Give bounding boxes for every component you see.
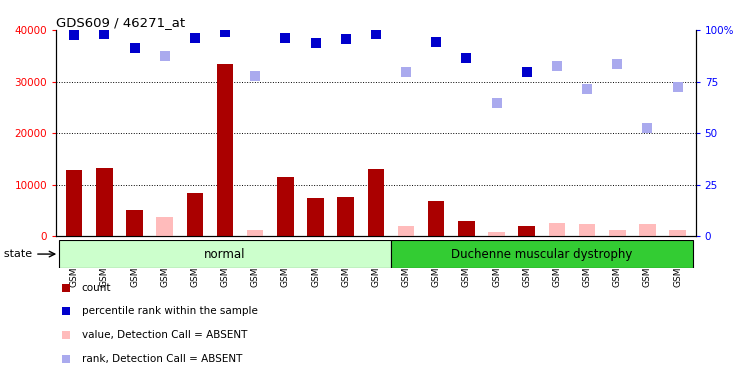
Point	[581, 86, 593, 92]
Bar	[367, 169, 384, 236]
Point	[129, 45, 141, 51]
Point	[460, 56, 472, 62]
Point	[159, 53, 171, 59]
Bar	[59, 240, 391, 268]
Point	[400, 69, 412, 75]
Point	[60, 356, 72, 362]
Text: percentile rank within the sample: percentile rank within the sample	[82, 306, 257, 316]
Text: rank, Detection Call = ABSENT: rank, Detection Call = ABSENT	[82, 354, 242, 364]
Bar	[639, 224, 656, 236]
Point	[219, 29, 231, 35]
Point	[370, 31, 381, 37]
Bar	[217, 63, 233, 236]
Bar	[96, 168, 113, 236]
Bar	[398, 226, 414, 236]
Point	[60, 285, 72, 291]
Point	[551, 63, 562, 69]
Bar	[518, 226, 535, 236]
Point	[430, 39, 442, 45]
Bar	[391, 240, 693, 268]
Point	[340, 36, 352, 42]
Point	[611, 60, 623, 66]
Bar	[156, 217, 173, 236]
Bar	[579, 224, 595, 236]
Point	[249, 74, 261, 80]
Point	[521, 69, 533, 75]
Bar	[428, 201, 444, 236]
Text: normal: normal	[204, 248, 246, 261]
Text: count: count	[82, 283, 111, 292]
Text: GDS609 / 46271_at: GDS609 / 46271_at	[56, 16, 186, 29]
Point	[672, 84, 684, 90]
Text: value, Detection Call = ABSENT: value, Detection Call = ABSENT	[82, 330, 247, 340]
Bar	[66, 170, 82, 236]
Bar	[277, 177, 294, 236]
Bar	[548, 223, 565, 236]
Point	[310, 40, 322, 46]
Bar	[186, 193, 203, 236]
Bar	[337, 196, 354, 236]
Bar	[307, 198, 324, 236]
Bar	[247, 230, 263, 236]
Point	[60, 332, 72, 338]
Bar	[669, 230, 686, 236]
Text: disease state: disease state	[0, 249, 32, 259]
Bar	[126, 210, 143, 236]
Point	[68, 32, 80, 38]
Bar	[488, 232, 505, 236]
Bar	[458, 221, 475, 236]
Point	[99, 31, 111, 37]
Bar	[609, 230, 625, 236]
Point	[491, 100, 503, 106]
Point	[60, 309, 72, 315]
Point	[641, 125, 653, 131]
Point	[189, 35, 201, 41]
Text: Duchenne muscular dystrophy: Duchenne muscular dystrophy	[451, 248, 633, 261]
Point	[280, 35, 292, 41]
